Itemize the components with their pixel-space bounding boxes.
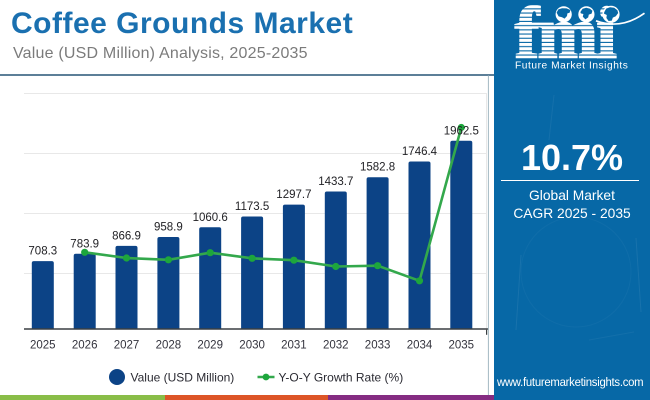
svg-text:783.9: 783.9 [70,238,99,250]
svg-text:2035: 2035 [449,339,475,351]
svg-text:958.9: 958.9 [154,222,183,234]
svg-text:2031: 2031 [281,339,307,351]
svg-text:Future Market Insights: Future Market Insights [515,61,628,72]
svg-text:708.3: 708.3 [28,246,57,258]
svg-text:1962.5: 1962.5 [444,125,479,137]
svg-text:2028: 2028 [156,339,182,351]
svg-text:1297.7: 1297.7 [276,189,311,201]
svg-text:1582.8: 1582.8 [360,162,395,174]
svg-text:1060.6: 1060.6 [193,212,228,224]
svg-text:1746.4: 1746.4 [402,146,438,158]
svg-text:2026: 2026 [72,339,98,351]
svg-text:2029: 2029 [197,339,223,351]
svg-text:Value (USD Million): Value (USD Million) [131,370,235,384]
svg-text:2033: 2033 [365,339,391,351]
svg-text:2032: 2032 [323,339,349,351]
svg-text:2034: 2034 [407,339,433,351]
svg-text:866.9: 866.9 [112,230,141,242]
svg-text:1433.7: 1433.7 [318,176,353,188]
svg-text:2025: 2025 [30,339,56,351]
svg-text:1173.5: 1173.5 [235,201,269,213]
svg-text:2027: 2027 [114,339,140,351]
svg-text:2030: 2030 [239,339,265,351]
svg-text:Y-O-Y Growth Rate (%): Y-O-Y Growth Rate (%) [279,370,404,384]
